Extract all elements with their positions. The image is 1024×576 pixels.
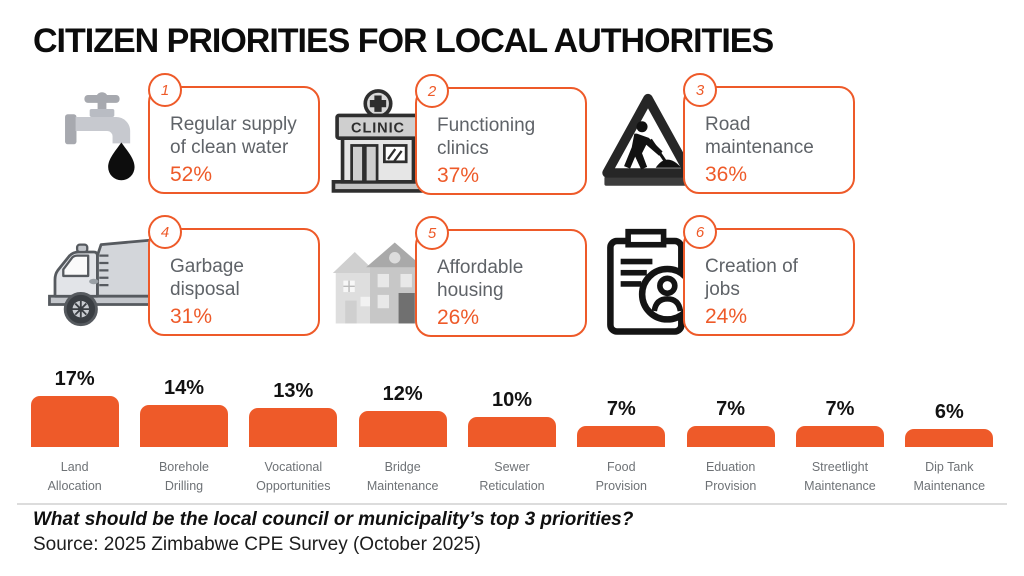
priority-title: Creation of jobs bbox=[705, 255, 843, 301]
rank-badge: 5 bbox=[415, 216, 449, 250]
bar-value-label: 7% bbox=[716, 398, 746, 420]
bar-column: 17% Land Allocation bbox=[20, 362, 129, 497]
bar-category-label: Food Provision bbox=[595, 460, 648, 494]
clinic-icon: CLINIC bbox=[328, 84, 428, 196]
priority-card-garbage: 4 Garbage disposal 31% bbox=[148, 215, 320, 336]
rank-badge: 6 bbox=[683, 215, 717, 249]
priority-title: Regular supply of clean water bbox=[170, 113, 308, 159]
priority-title: Garbage disposal bbox=[170, 255, 308, 301]
priority-title-line: maintenance bbox=[705, 137, 814, 159]
bar-category-label: Bridge Maintenance bbox=[366, 460, 439, 494]
bar-column: 13% Vocational Opportunities bbox=[239, 362, 348, 497]
rank-badge: 3 bbox=[683, 73, 717, 107]
page-title: CITIZEN PRIORITIES FOR LOCAL AUTHORITIES bbox=[33, 22, 774, 60]
bar-value-label: 17% bbox=[54, 368, 95, 390]
priority-card-jobs: 6 Creation of jobs 24% bbox=[683, 215, 855, 336]
bar bbox=[30, 396, 119, 447]
bar-chart: 17% Land Allocation 14% Borehole Drillin… bbox=[20, 362, 1004, 497]
rank-number: 5 bbox=[427, 224, 437, 242]
priority-title-line: Road bbox=[705, 114, 751, 135]
bar-column: 7% Food Provision bbox=[567, 362, 676, 497]
bar-column: 12% Bridge Maintenance bbox=[348, 362, 457, 497]
priority-title: Road maintenance bbox=[705, 113, 843, 159]
bar-category-label: Dip Tank Maintenance bbox=[913, 460, 986, 494]
priority-title-line: Creation of bbox=[705, 256, 798, 277]
priority-title-line: clinics bbox=[437, 138, 489, 160]
priority-card-water: 1 Regular supply of clean water 52% bbox=[148, 73, 320, 194]
priority-title-line: Garbage bbox=[170, 256, 244, 277]
priority-percent: 37% bbox=[437, 164, 480, 188]
priority-title-line: housing bbox=[437, 280, 504, 302]
rank-number: 2 bbox=[427, 82, 437, 100]
bar-category-label: Vocational Opportunities bbox=[256, 460, 331, 494]
clipboard-person-icon bbox=[602, 226, 700, 340]
bar bbox=[249, 408, 338, 447]
priority-title: Affordable housing bbox=[437, 256, 575, 302]
rank-badge: 2 bbox=[415, 74, 449, 108]
rank-number: 4 bbox=[160, 223, 170, 241]
bar-value-label: 10% bbox=[491, 389, 532, 411]
bar-value-label: 13% bbox=[273, 380, 314, 402]
bar-value-label: 7% bbox=[825, 398, 855, 420]
bar bbox=[686, 426, 775, 447]
priority-card-clinics: 2 Functioning clinics 37% bbox=[415, 74, 587, 195]
clinic-sign-text: CLINIC bbox=[351, 121, 405, 137]
garbage-truck-icon bbox=[42, 228, 162, 334]
rank-number: 6 bbox=[695, 223, 705, 241]
priority-title-line: of clean water bbox=[170, 137, 289, 159]
priority-percent: 31% bbox=[170, 305, 213, 329]
rank-number: 3 bbox=[695, 81, 705, 99]
houses-icon bbox=[330, 236, 430, 330]
source-citation: Source: 2025 Zimbabwe CPE Survey (Octobe… bbox=[33, 534, 481, 555]
bar-value-label: 12% bbox=[382, 383, 423, 405]
footer-divider bbox=[17, 503, 1007, 505]
bar bbox=[795, 426, 884, 447]
rank-badge: 4 bbox=[148, 215, 182, 249]
priority-percent: 26% bbox=[437, 306, 480, 330]
roadworks-sign-icon bbox=[601, 84, 695, 196]
survey-question: What should be the local council or muni… bbox=[33, 509, 634, 530]
bar bbox=[577, 426, 666, 447]
bar-column: 10% Sewer Reticulation bbox=[457, 362, 566, 497]
priority-percent: 52% bbox=[170, 163, 213, 187]
priority-title-line: disposal bbox=[170, 279, 240, 301]
bar bbox=[905, 429, 994, 447]
bar-category-label: Land Allocation bbox=[47, 460, 102, 494]
priority-percent: 24% bbox=[705, 305, 748, 329]
bar bbox=[467, 417, 556, 447]
bar-column: 6% Dip Tank Maintenance bbox=[895, 362, 1004, 497]
bar-column: 7% Eduation Provision bbox=[676, 362, 785, 497]
bar-column: 14% Borehole Drilling bbox=[129, 362, 238, 497]
bar bbox=[139, 405, 228, 447]
priority-title-line: jobs bbox=[705, 279, 740, 301]
rank-badge: 1 bbox=[148, 73, 182, 107]
priority-percent: 36% bbox=[705, 163, 748, 187]
rank-number: 1 bbox=[160, 81, 170, 99]
bar-category-label: Eduation Provision bbox=[704, 460, 757, 494]
bar-category-label: Sewer Reticulation bbox=[479, 460, 545, 494]
bar-category-label: Streetlight Maintenance bbox=[804, 460, 876, 494]
bar-category-label: Borehole Drilling bbox=[158, 460, 210, 494]
bar-value-label: 7% bbox=[606, 398, 636, 420]
priority-title: Functioning clinics bbox=[437, 114, 575, 160]
faucet-icon bbox=[58, 86, 146, 191]
priority-title-line: Functioning bbox=[437, 115, 536, 136]
bar bbox=[358, 411, 447, 447]
priority-card-housing: 5 Affordable housing 26% bbox=[415, 216, 587, 337]
priority-card-roads: 3 Road maintenance 36% bbox=[683, 73, 855, 194]
bar-column: 7% Streetlight Maintenance bbox=[785, 362, 894, 497]
priority-title-line: Affordable bbox=[437, 257, 524, 278]
bar-value-label: 6% bbox=[934, 401, 964, 423]
priority-title-line: Regular supply bbox=[170, 114, 297, 135]
bar-value-label: 14% bbox=[163, 377, 204, 399]
